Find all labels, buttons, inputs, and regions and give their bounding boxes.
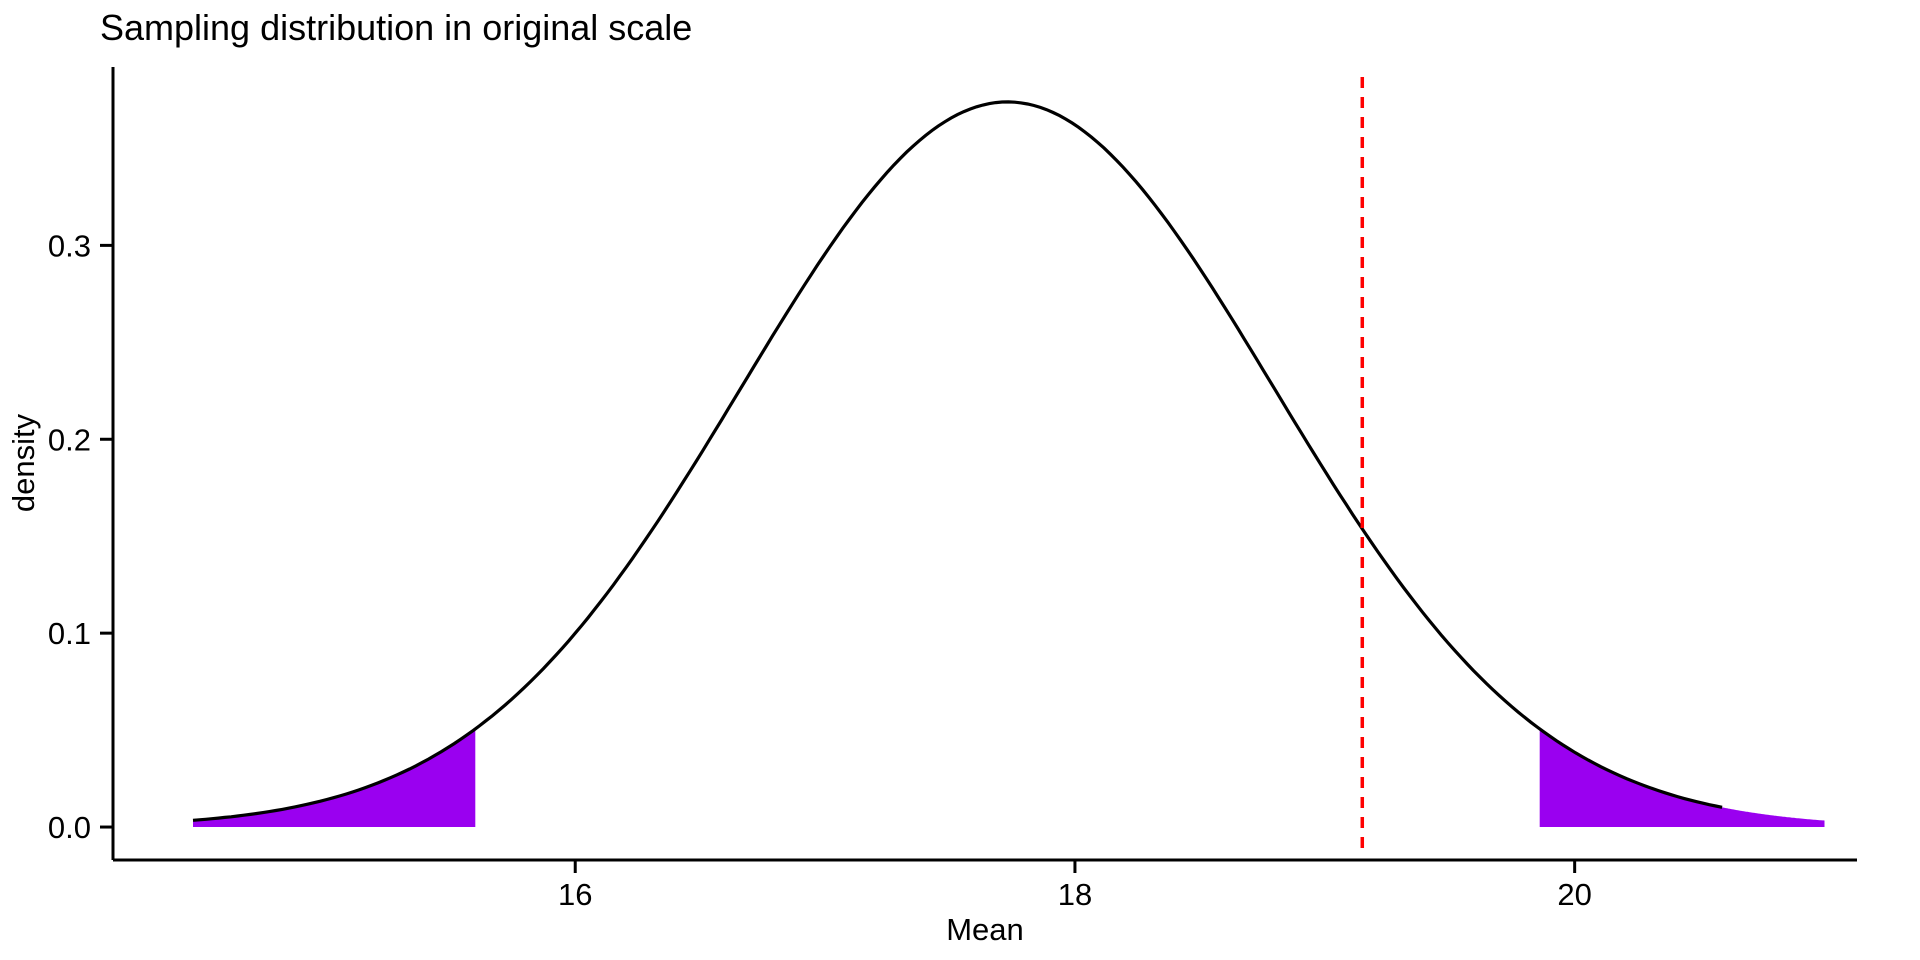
- y-axis-ticks: 0.0 0.1 0.2 0.3: [48, 228, 113, 845]
- y-tick-label: 0.2: [48, 422, 91, 457]
- x-tick-label: 20: [1557, 877, 1591, 912]
- y-tick-label: 0.1: [48, 616, 91, 651]
- plot-title: Sampling distribution in original scale: [100, 7, 692, 48]
- x-axis-ticks: 16 18 20: [558, 860, 1592, 912]
- x-tick-label: 18: [1058, 877, 1092, 912]
- density-curve: [192, 100, 1723, 822]
- upper-tail-fill: [1539, 728, 1825, 827]
- y-tick-label: 0.0: [48, 810, 91, 845]
- lower-tail-fill: [193, 728, 476, 827]
- y-axis-title: density: [6, 413, 41, 512]
- x-axis-title: Mean: [946, 912, 1024, 947]
- x-tick-label: 16: [558, 877, 592, 912]
- y-tick-label: 0.3: [48, 228, 91, 263]
